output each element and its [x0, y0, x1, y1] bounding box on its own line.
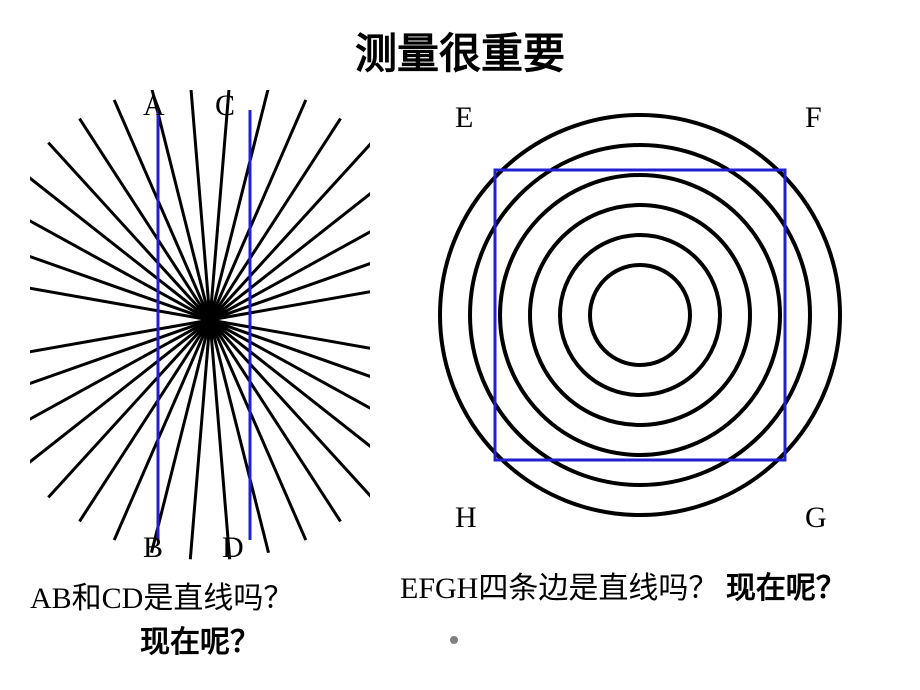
circles-illusion-svg: E F G H [390, 90, 890, 550]
ray-line [30, 240, 370, 400]
left-caption-line2: 现在呢？ [140, 626, 260, 659]
square-efgh [495, 170, 785, 460]
right-illusion-panel: E F G H EFGH四条边是直线吗？ 现在呢？ [390, 90, 890, 607]
page-title: 测量很重要 [0, 20, 920, 81]
label-D: D [222, 531, 244, 560]
label-G: G [805, 501, 827, 534]
ray-line [30, 240, 370, 400]
decorative-dot [450, 636, 458, 644]
concentric-circle [500, 175, 780, 455]
left-caption-line1: AB和CD是直线吗？ [30, 582, 293, 615]
right-caption: EFGH四条边是直线吗？ 现在呢？ [390, 563, 890, 607]
concentric-circle [470, 145, 810, 485]
label-H: H [455, 501, 477, 534]
label-F: F [805, 101, 822, 134]
concentric-circle [560, 235, 720, 395]
label-B: B [143, 531, 163, 560]
label-C: C [215, 90, 235, 122]
ray-line [30, 278, 370, 361]
right-caption-line1: EFGH四条边是直线吗？ [400, 572, 718, 605]
label-A: A [143, 90, 165, 122]
concentric-circle [530, 205, 750, 425]
hering-illusion-svg: A B C D [30, 90, 370, 560]
label-E: E [455, 101, 473, 134]
left-caption: AB和CD是直线吗？ 现在呢？ [30, 573, 370, 661]
ray-line [30, 204, 370, 435]
ray-line [30, 278, 370, 361]
left-illusion-panel: A B C D AB和CD是直线吗？ 现在呢？ [30, 90, 370, 661]
ray-line [30, 204, 370, 435]
right-caption-line2: 现在呢？ [726, 572, 846, 605]
concentric-circle [590, 265, 690, 365]
